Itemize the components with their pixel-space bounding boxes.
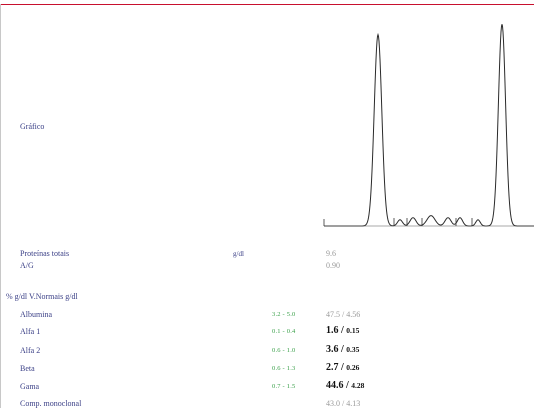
fraction-label-alfa2: Alfa 2 [20, 346, 41, 355]
total-protein-label: Proteínas totais [20, 249, 70, 258]
fraction-pct-gama: 44.6 [326, 380, 344, 391]
total-protein-unit: g/dl [233, 250, 244, 258]
fraction-label-monoclonal: Comp. monoclonal [20, 399, 82, 408]
fraction-value-monoclonal: 43.0 / 4.13 [326, 399, 361, 408]
total-protein-value: 9.6 [326, 249, 336, 258]
fraction-pct-alfa1: 1.6 [326, 325, 339, 336]
top-border [0, 0, 534, 2]
ag-label: A/G [20, 261, 34, 270]
fraction-range-gama: 0.7 - 1.5 [272, 383, 296, 390]
fraction-label-alfa1: Alfa 1 [20, 327, 41, 336]
fractions-header: % g/dl V.Normais g/dl [6, 292, 78, 301]
fraction-label-albumina: Albumina [20, 310, 52, 319]
electrophoresis-trace [324, 24, 534, 227]
fraction-abs-alfa1: 0.15 [346, 326, 360, 335]
fraction-abs-gama: 4.28 [351, 381, 365, 390]
fraction-value-alfa2: 3.6 / 0.35 [326, 344, 360, 355]
fraction-pct-beta: 2.7 [326, 362, 339, 373]
fraction-label-beta: Beta [20, 364, 35, 373]
fraction-abs-alfa2: 0.35 [346, 345, 360, 354]
fraction-value-alfa1: 1.6 / 0.15 [326, 325, 360, 336]
fraction-abs-beta: 0.26 [346, 363, 360, 372]
fraction-label-gama: Gama [20, 382, 40, 391]
fraction-range-beta: 0.6 - 1.3 [272, 365, 296, 372]
header-rule [0, 4, 534, 5]
fraction-range-alfa2: 0.6 - 1.0 [272, 347, 296, 354]
fraction-value-albumina: 47.5 / 4.56 [326, 310, 361, 319]
fraction-value-gama: 44.6 / 4.28 [326, 380, 365, 391]
fraction-pct-alfa2: 3.6 [326, 344, 339, 355]
fraction-dividers [393, 218, 473, 226]
electrophoresis-graph [323, 24, 534, 227]
fraction-value-beta: 2.7 / 0.26 [326, 362, 360, 373]
ag-value: 0.90 [326, 261, 340, 270]
fraction-range-alfa1: 0.1 - 0.4 [272, 328, 296, 335]
fraction-range-albumina: 3.2 - 5.0 [272, 311, 296, 318]
graph-label: Gráfico [20, 122, 45, 131]
left-border [0, 4, 1, 408]
